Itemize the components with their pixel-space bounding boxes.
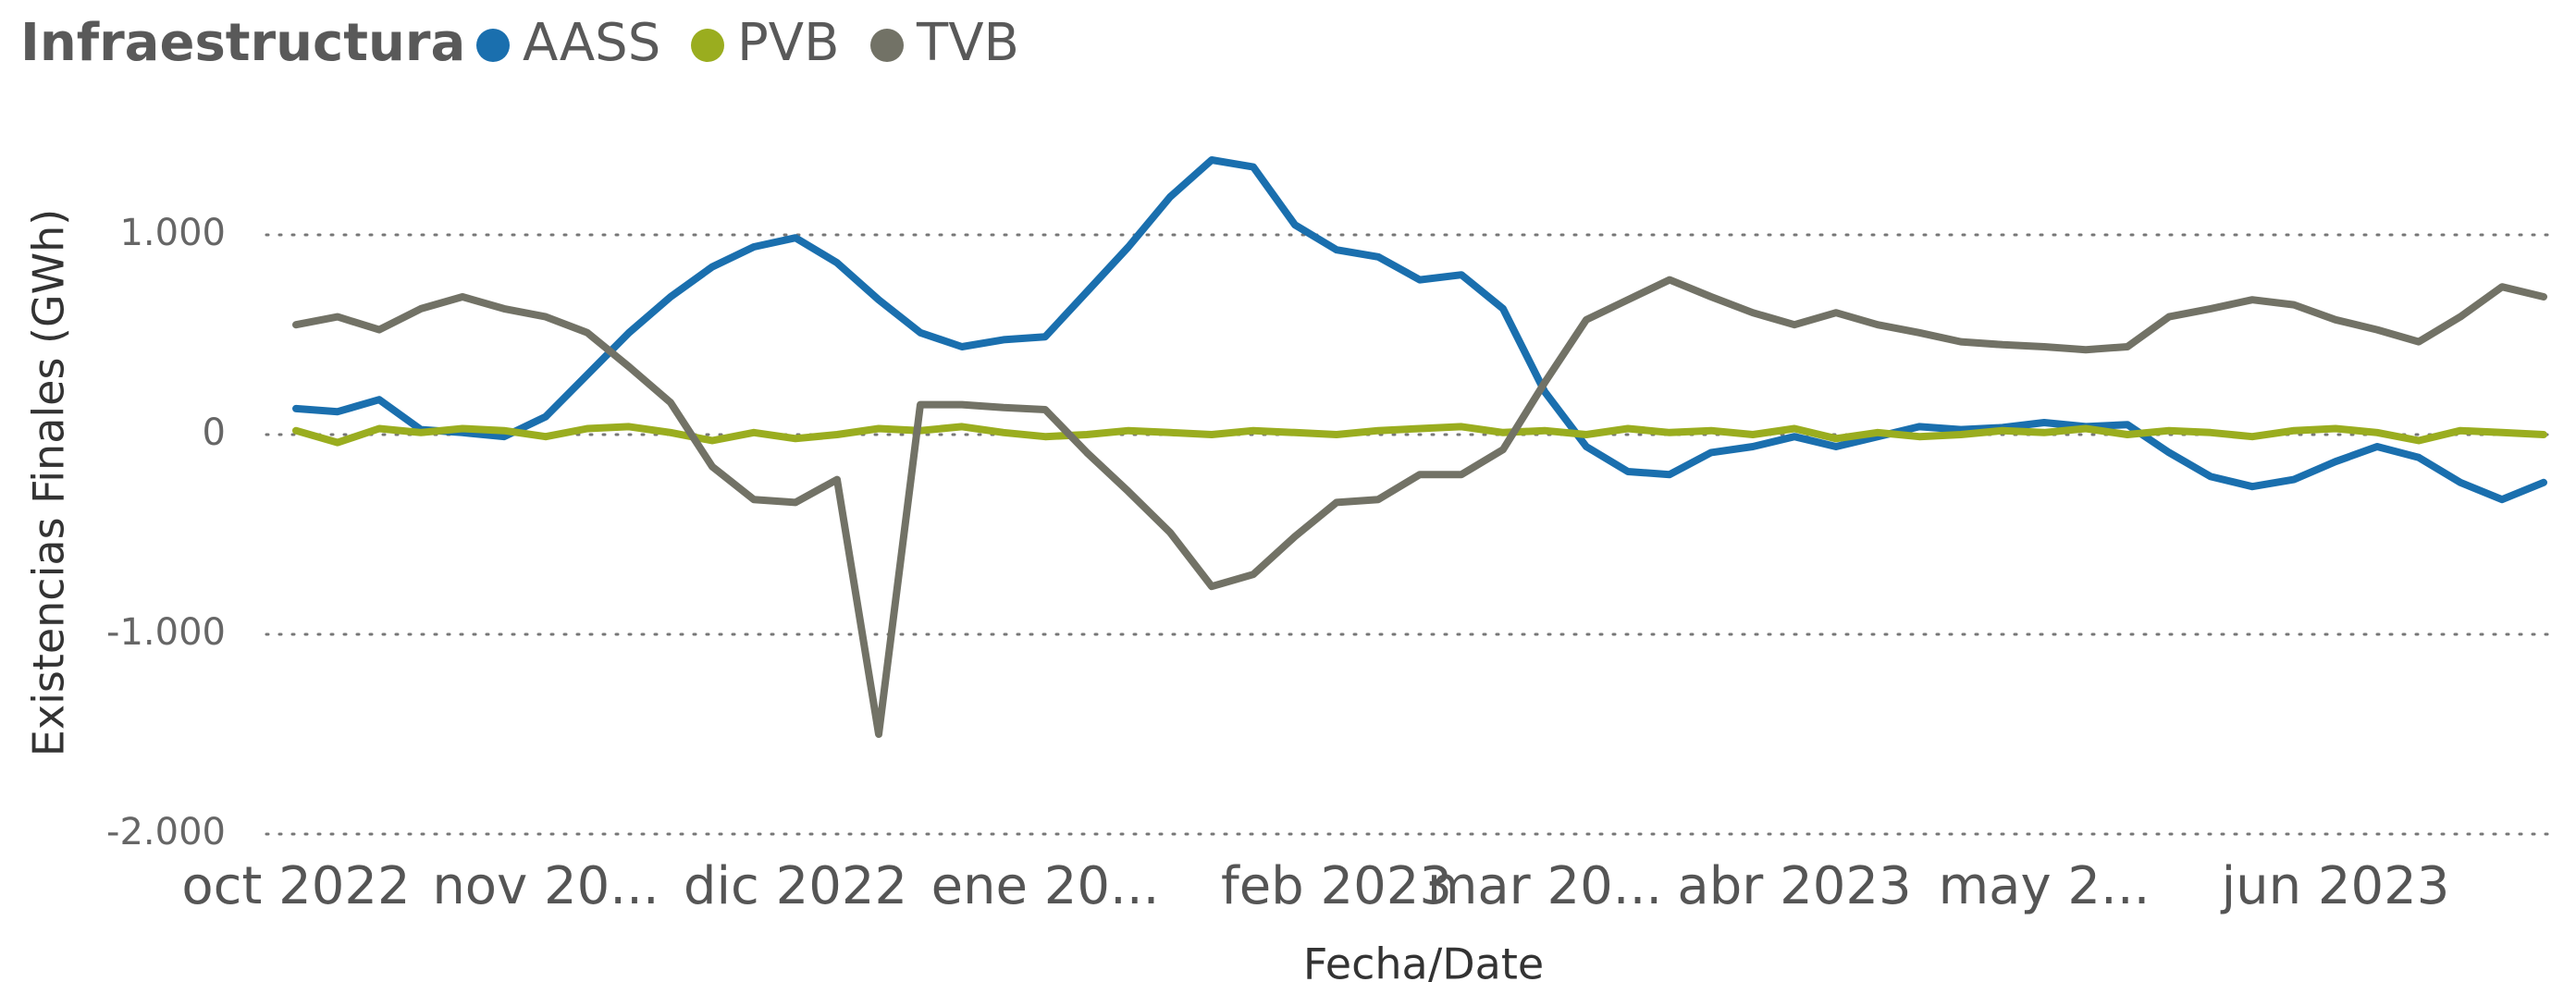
x-tick-label: feb 2023 (1221, 856, 1452, 916)
legend-marker (870, 29, 904, 62)
y-tick-label: 1.000 (119, 212, 226, 254)
y-tick-label: -2.000 (106, 811, 226, 853)
legend-marker (476, 29, 510, 62)
y-tick-label: -1.000 (106, 611, 226, 654)
x-tick-label: ene 20... (931, 856, 1160, 916)
line-series (292, 156, 2547, 504)
x-tick-label: nov 20... (432, 856, 659, 916)
x-tick-label: mar 20... (1427, 856, 1662, 916)
x-tick-label: dic 2022 (684, 856, 907, 916)
legend-label: TVB (916, 13, 1019, 73)
legend-marker (691, 29, 724, 62)
x-tick-label: jun 2023 (2220, 856, 2450, 916)
x-axis-title: Fecha/Date (1303, 939, 1544, 982)
x-tick-label: abr 2023 (1677, 856, 1911, 916)
legend-label: PVB (737, 13, 840, 73)
y-axis-title: Existencias Finales (GWh) (24, 209, 74, 756)
line-series (292, 276, 2547, 738)
y-tick-label: 0 (203, 411, 226, 454)
legend-label: AASS (523, 13, 660, 73)
line-series (292, 423, 2547, 447)
legend-title: Infraestructura (20, 13, 465, 73)
x-tick-label: oct 2022 (181, 856, 410, 916)
x-tick-label: may 2... (1939, 856, 2151, 916)
